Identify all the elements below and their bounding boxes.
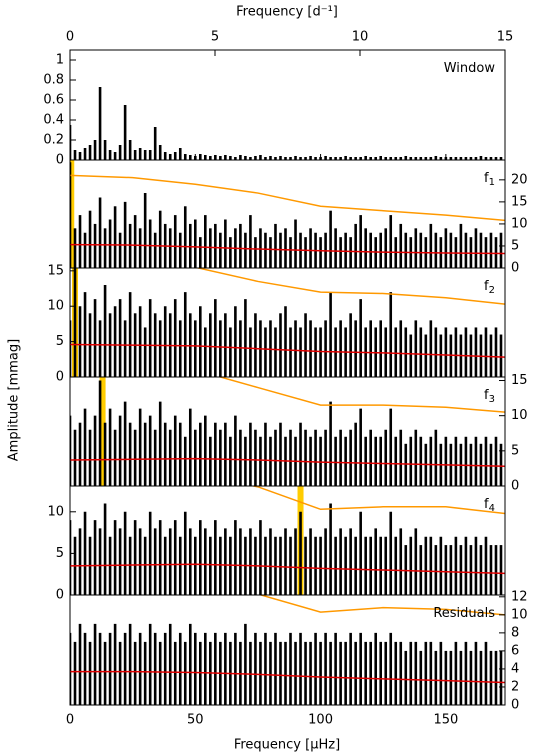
top-axis-title: Frequency [d⁻¹] <box>236 5 338 20</box>
y-tick-label: 0.6 <box>43 93 64 108</box>
y-tick-label: 2 <box>511 679 519 694</box>
significance-threshold <box>249 486 505 515</box>
panel <box>70 160 505 268</box>
y-tick-label: 12 <box>511 589 528 604</box>
bottom-axis-title: Frequency [μHz] <box>234 738 340 753</box>
noise-level <box>70 563 505 575</box>
y-tick-label: 5 <box>56 334 64 349</box>
y-tick-label: 10 <box>511 408 528 423</box>
panel-label-text: f <box>484 171 489 186</box>
x2-tick-label: 10 <box>352 30 369 45</box>
y-tick-label: 15 <box>511 373 528 388</box>
panel-label: Window <box>444 61 496 76</box>
panel-label-text: Window <box>444 61 496 76</box>
panel-frame <box>69 594 506 706</box>
y-tick-label: 10 <box>47 299 64 314</box>
panel-label-text: f <box>484 388 489 403</box>
significance-threshold <box>258 595 505 616</box>
y-tick-label: 5 <box>511 443 519 458</box>
y-tick-label: 0.2 <box>43 133 64 148</box>
y-tick-label: 5 <box>56 546 64 561</box>
y-axis-title: Amplitude [mmag] <box>7 339 22 461</box>
significance-threshold <box>195 268 505 305</box>
y-tick-label: 15 <box>511 194 528 209</box>
y-tick-label: 8 <box>511 625 519 640</box>
y-tick-label: 6 <box>511 643 519 658</box>
y-tick-label: 0 <box>511 261 519 276</box>
panel-label-subscript: 2 <box>489 285 495 296</box>
x2-tick-label: 0 <box>66 30 74 45</box>
y-tick-label: 0 <box>511 479 519 494</box>
x-tick-label: 100 <box>308 713 333 728</box>
noise-level <box>70 343 505 358</box>
y-tick-label: 4 <box>511 661 519 676</box>
panel <box>70 87 503 160</box>
extracted-frequency <box>70 160 75 268</box>
y-tick-label: 0 <box>56 153 64 168</box>
y-tick-label: 5 <box>511 238 519 253</box>
y-tick-label: 10 <box>47 504 64 519</box>
y-tick-label: 10 <box>511 607 528 622</box>
y-tick-label: 0 <box>56 588 64 603</box>
significance-threshold <box>217 377 505 413</box>
panel-label-subscript: 3 <box>489 394 495 405</box>
noise-level <box>70 243 505 255</box>
y-tick-label: 10 <box>511 216 528 231</box>
x2-tick-label: 15 <box>497 30 514 45</box>
panel <box>70 595 505 705</box>
y-tick-label: 0 <box>511 698 519 713</box>
panel <box>70 377 505 486</box>
panel-frame <box>69 49 506 161</box>
x-tick-label: 0 <box>66 713 74 728</box>
x-tick-label: 50 <box>187 713 204 728</box>
y-tick-label: 20 <box>511 172 528 187</box>
extracted-frequency <box>99 377 106 486</box>
panel <box>70 268 505 377</box>
x-tick-label: 150 <box>433 713 458 728</box>
noise-level <box>70 457 505 468</box>
panel-label: f1 <box>484 171 495 189</box>
y-tick-label: 0.4 <box>43 113 64 128</box>
significance-threshold <box>70 174 505 222</box>
panel-label-subscript: 1 <box>489 177 495 188</box>
noise-level <box>70 670 505 684</box>
panel-label-text: f <box>484 497 489 512</box>
x2-tick-label: 5 <box>211 30 219 45</box>
panel-label-text: f <box>484 279 489 294</box>
y-tick-label: 15 <box>47 263 64 278</box>
y-tick-label: 0.8 <box>43 73 64 88</box>
panel <box>70 486 505 595</box>
panel-label: f2 <box>484 279 495 297</box>
panel-label-text: Residuals <box>433 606 495 621</box>
panel-label-subscript: 4 <box>489 503 495 514</box>
y-tick-label: 0 <box>56 370 64 385</box>
panel-label: f3 <box>484 388 495 406</box>
y-tick-label: 1 <box>56 53 64 68</box>
panel-label: Residuals <box>433 606 495 621</box>
panel-label: f4 <box>484 497 495 515</box>
